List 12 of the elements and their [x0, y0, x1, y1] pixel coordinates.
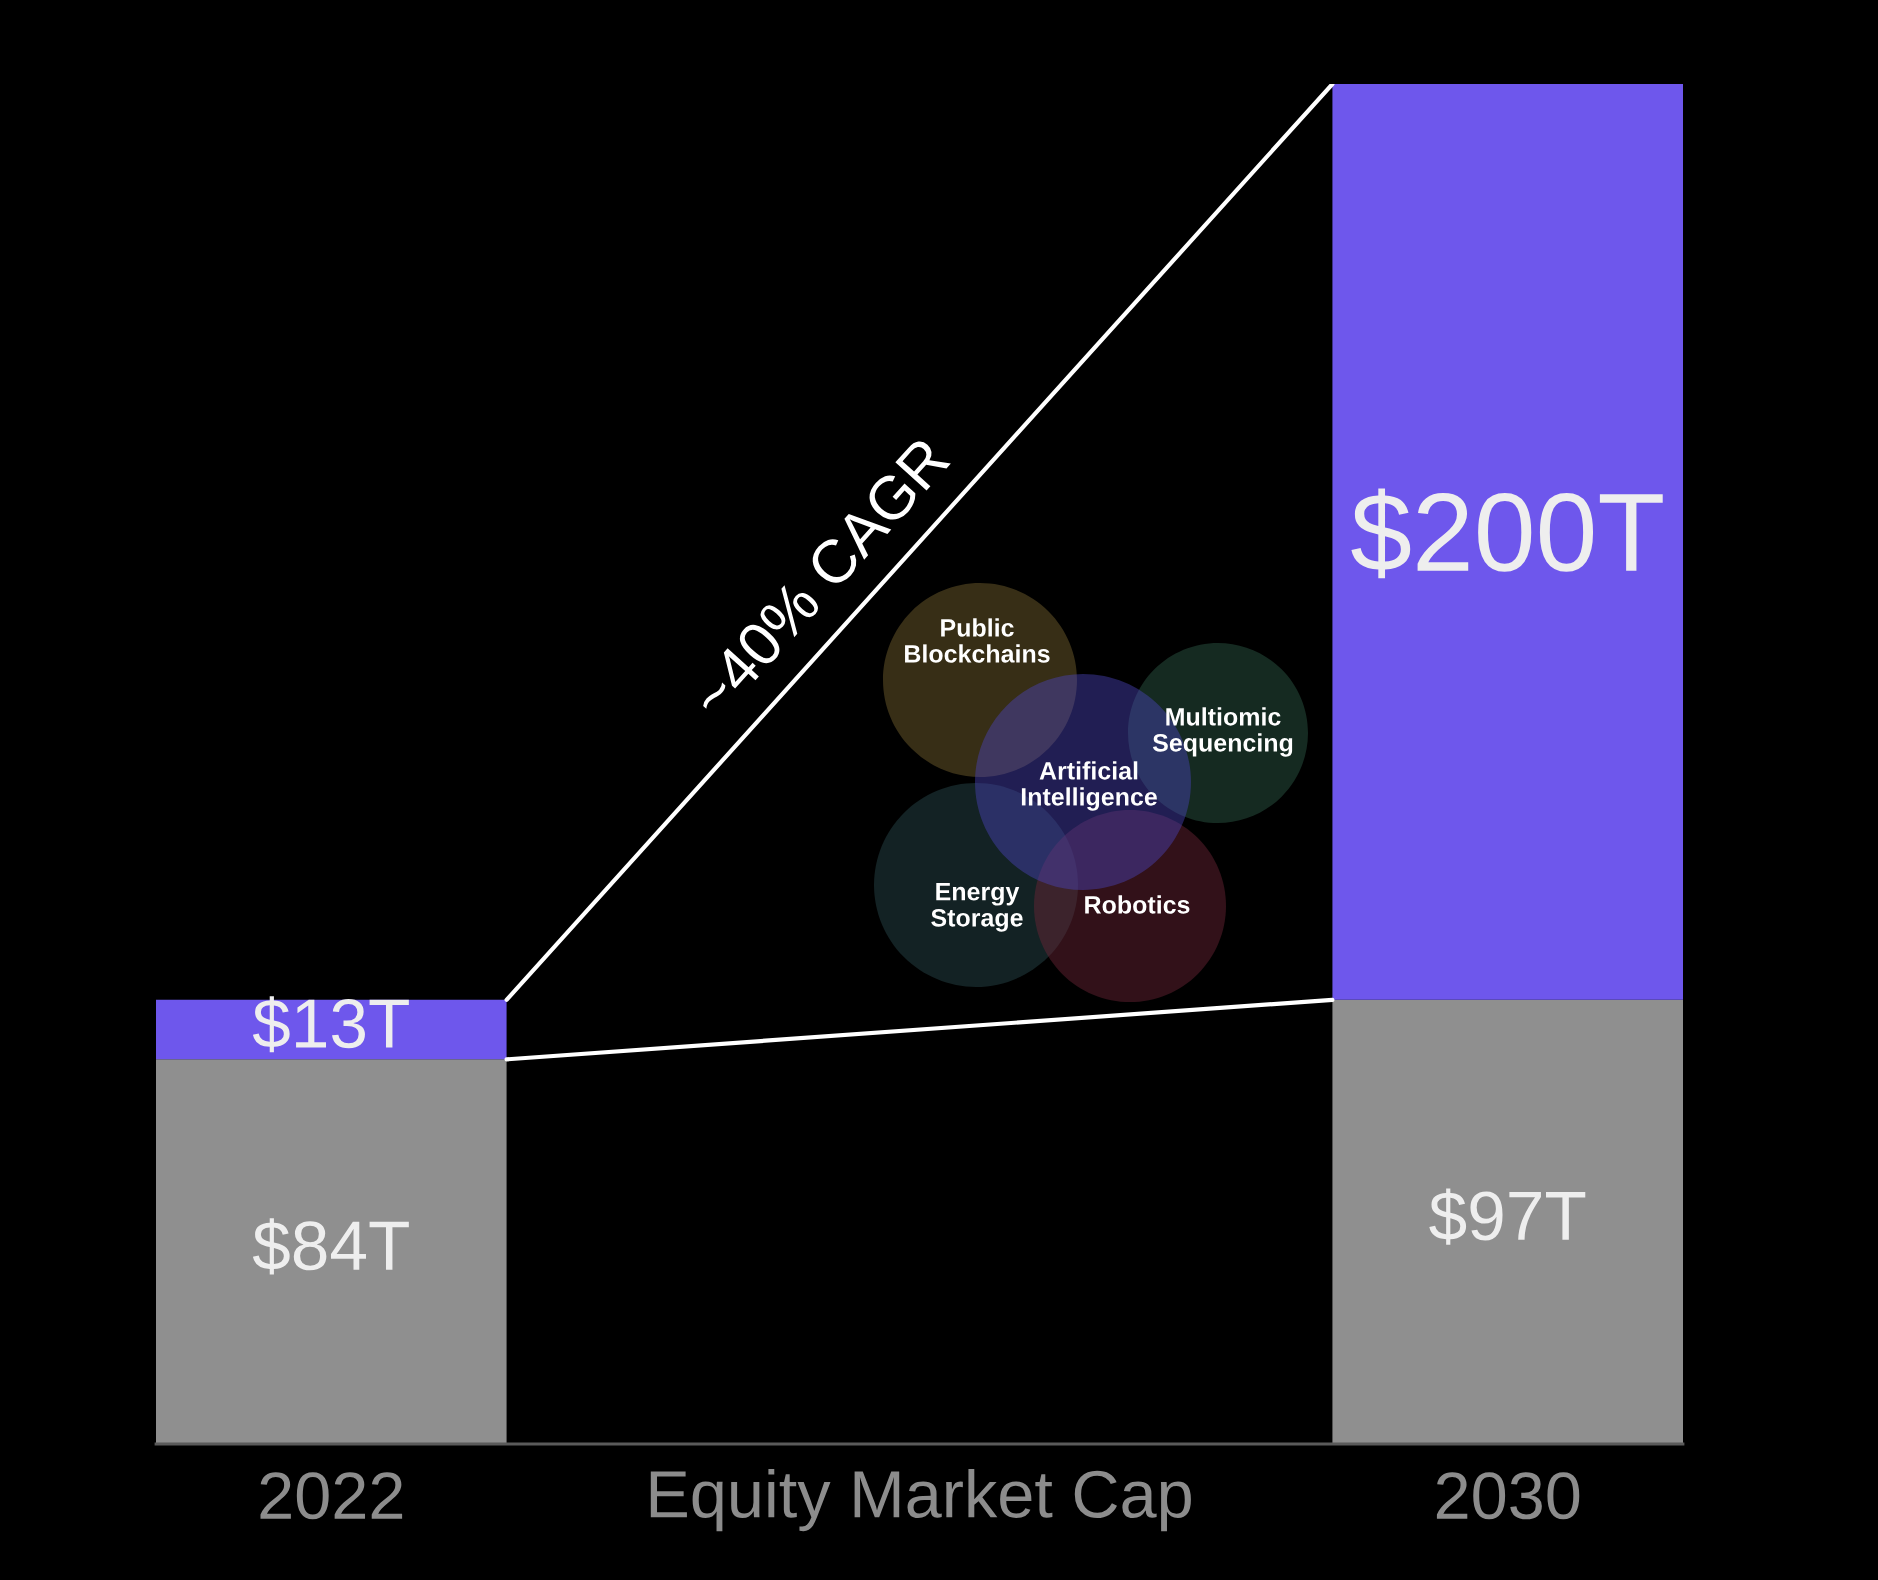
annotation: Artificial Intelligence: [1021, 761, 1157, 811]
data-label: $13T: [252, 996, 409, 1053]
annotation: Public Blockchains: [905, 618, 1050, 663]
data-label: $84T: [252, 1218, 409, 1275]
data-label: $97T: [1429, 1188, 1586, 1245]
x-tick-label: 2022: [260, 1472, 403, 1520]
x-axis-title: Equity Market Cap: [650, 1469, 1191, 1532]
data-label: $200T: [1351, 488, 1663, 579]
x-tick-label: 2030: [1436, 1472, 1580, 1520]
annotation: Robotics: [1085, 895, 1190, 914]
annotation: Energy Storage: [931, 883, 1023, 932]
annotation: Multiomic Sequencing: [1152, 707, 1293, 757]
